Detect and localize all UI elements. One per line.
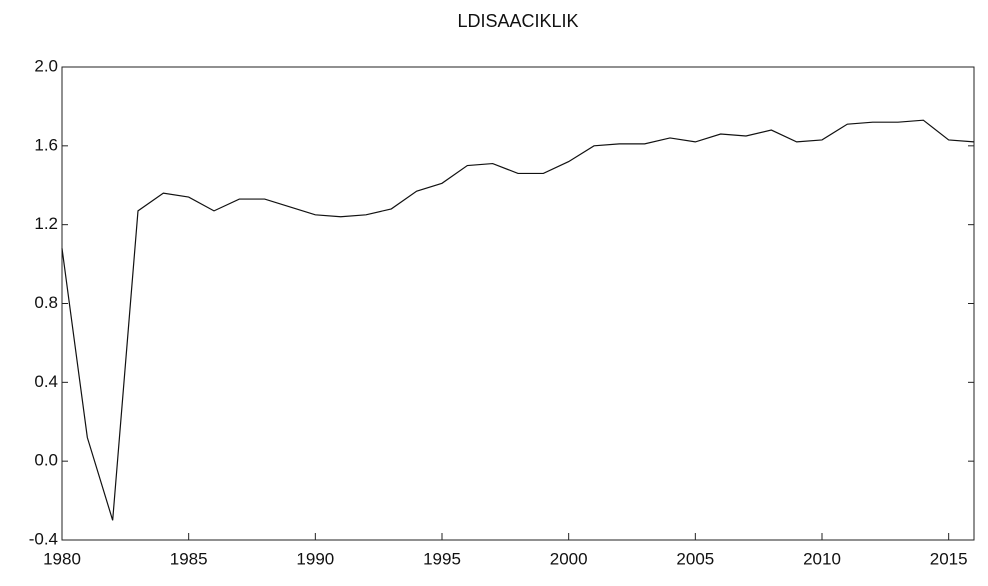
y-tick-label: 1.2: [34, 214, 58, 233]
x-tick-label: 2010: [803, 549, 841, 568]
chart-title: LDISAACIKLIK: [457, 11, 578, 31]
series-line: [61, 119, 975, 521]
y-tick-label: 0.4: [34, 372, 58, 391]
x-tick-label: 2005: [676, 549, 714, 568]
y-tick-label: 1.6: [34, 135, 58, 154]
y-tick-label: 0.0: [34, 451, 58, 470]
y-tick-label: 2.0: [34, 56, 58, 75]
x-tick-label: 2000: [550, 549, 588, 568]
x-tick-label: 1990: [296, 549, 334, 568]
y-tick-label: -0.4: [29, 529, 58, 548]
plot-frame: [61, 66, 975, 541]
x-tick-label: 2015: [930, 549, 968, 568]
y-tick-label: 0.8: [34, 293, 58, 312]
x-tick-label: 1995: [423, 549, 461, 568]
x-tick-label: 1985: [170, 549, 208, 568]
x-tick-label: 1980: [43, 549, 81, 568]
